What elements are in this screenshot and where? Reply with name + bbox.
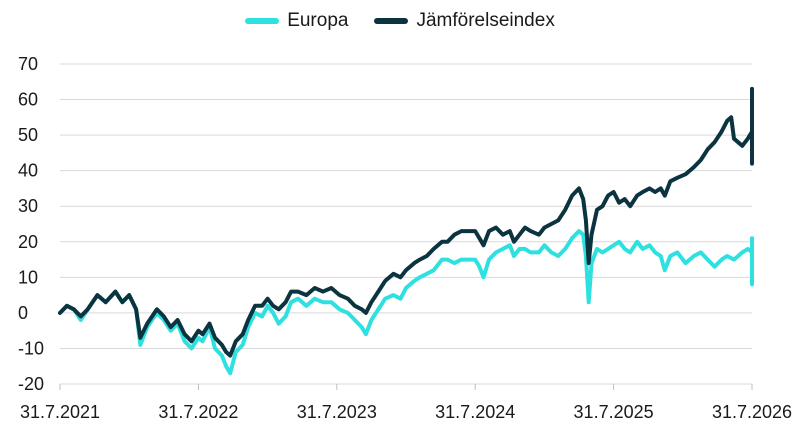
x-tick-label-1: 31.7.2022 — [158, 402, 238, 422]
x-tick-label-5: 31.7.2026 — [712, 402, 792, 422]
y-tick-label-6: 10 — [18, 267, 38, 287]
y-tick-label-9: -20 — [18, 374, 44, 394]
y-tick-label-3: 40 — [18, 161, 38, 181]
legend-swatch-europa — [245, 18, 280, 24]
series-line-1 — [58, 86, 754, 358]
y-tick-label-1: 60 — [18, 90, 38, 110]
legend-swatch-jamforelseindex — [374, 18, 409, 24]
y-tick-label-8: -10 — [18, 338, 44, 358]
legend-label-europa: Europa — [287, 10, 349, 31]
x-tick-label-4: 31.7.2025 — [574, 402, 654, 422]
x-tick-label-0: 31.7.2021 — [20, 402, 100, 422]
x-tick-label-2: 31.7.2023 — [297, 402, 377, 422]
y-tick-label-2: 50 — [18, 125, 38, 145]
legend-item-europa: Europa — [245, 10, 348, 32]
y-tick-label-5: 20 — [18, 232, 38, 252]
legend-item-jamforelseindex: Jämförelseindex — [374, 10, 555, 32]
y-tick-label-0: 70 — [18, 54, 38, 74]
y-tick-label-4: 30 — [18, 196, 38, 216]
legend-label-jamforelseindex: Jämförelseindex — [416, 10, 555, 31]
series-line-0 — [58, 229, 754, 376]
legend: Europa Jämförelseindex — [0, 10, 800, 32]
x-tick-label-3: 31.7.2024 — [435, 402, 515, 422]
y-tick-label-7: 0 — [18, 303, 28, 323]
